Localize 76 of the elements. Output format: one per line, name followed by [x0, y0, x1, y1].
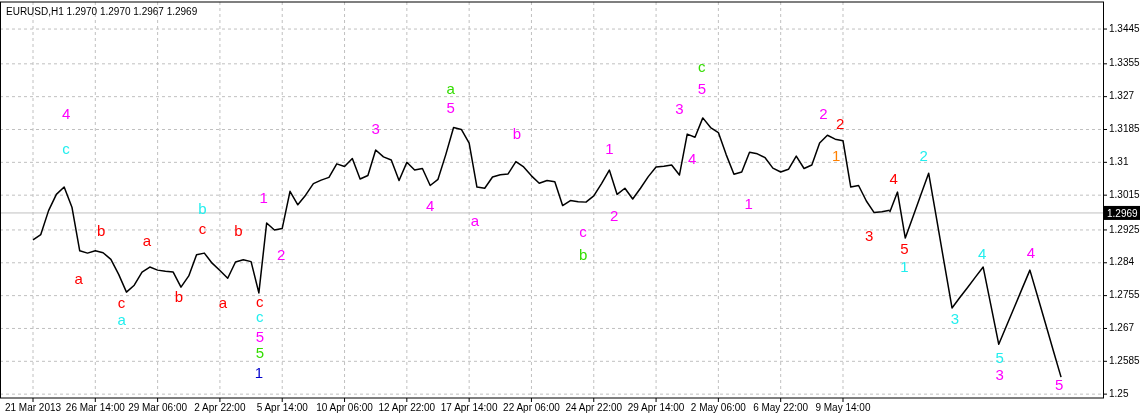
annotation: 4	[1026, 243, 1036, 261]
chart-title: EURUSD,H1 1.2970 1.2970 1.2967 1.2969	[6, 6, 198, 17]
annotation: 5	[255, 327, 265, 345]
annotation: c	[117, 293, 126, 311]
annotation: a	[218, 293, 228, 311]
x-tick-label: 6 May 22:00	[753, 402, 809, 413]
y-tick-label: 1.2755	[1109, 289, 1141, 301]
x-tick-label: 9 May 14:00	[815, 402, 871, 413]
x-tick-label: 29 Apr 14:00	[627, 402, 685, 413]
y-tick-label: 1.2585	[1109, 354, 1141, 366]
y-tick-label: 1.31	[1109, 155, 1129, 167]
annotation: 2	[610, 206, 619, 224]
annotation: 5	[995, 348, 1004, 366]
x-tick-label: 29 Mar 06:00	[128, 402, 188, 413]
annotation: 3	[675, 99, 684, 117]
y-tick-label: 1.284	[1109, 256, 1135, 268]
annotation: 3	[371, 119, 380, 137]
y-tick-label: 1.2925	[1109, 223, 1141, 235]
annotation: b	[96, 221, 106, 239]
y-tick-label: 1.267	[1109, 322, 1135, 334]
x-tick-label: 22 Apr 06:00	[503, 402, 561, 413]
annotation: 5	[1054, 375, 1064, 393]
annotation: 1	[832, 146, 841, 164]
annotation: c	[579, 222, 588, 240]
annotation: a	[470, 211, 480, 229]
annotation: c	[198, 219, 207, 237]
x-tick-label: 21 Mar 2013	[4, 402, 62, 413]
y-tick-label: 1.3015	[1109, 188, 1141, 200]
annotation: 2	[919, 146, 928, 164]
annotation: c	[256, 292, 265, 310]
annotation: 1	[900, 257, 909, 275]
x-tick-label: 26 Mar 14:00	[65, 402, 126, 413]
annotation: a	[117, 310, 127, 328]
annotation: 3	[995, 365, 1004, 383]
y-tick-label: 1.3445	[1109, 22, 1141, 34]
y-tick-label: 1.25	[1109, 387, 1129, 399]
annotation: 3	[950, 309, 960, 327]
annotation: 4	[61, 104, 71, 122]
annotation: 1	[744, 194, 753, 212]
annotation: 1	[254, 363, 264, 381]
x-tick-label: 12 Apr 22:00	[378, 402, 436, 413]
annotation: 5	[255, 343, 265, 361]
x-tick-label: 5 Apr 14:00	[256, 402, 309, 413]
y-tick-label: 1.3185	[1109, 123, 1141, 135]
annotation: 3	[865, 226, 874, 244]
annotation: 5	[900, 239, 909, 257]
annotation: 5	[446, 98, 455, 116]
annotation: 2	[277, 245, 286, 263]
annotation: 4	[978, 244, 987, 262]
annotation: 4	[687, 149, 697, 167]
annotation: a	[74, 269, 84, 287]
annotation: b	[512, 124, 522, 142]
annotation: 1	[605, 139, 614, 157]
annotation: 5	[697, 79, 706, 97]
annotation: c	[62, 139, 71, 157]
annotation: 2	[819, 104, 828, 122]
x-tick-label: 10 Apr 06:00	[316, 402, 374, 413]
annotation: 2	[835, 114, 845, 132]
annotation: b	[198, 199, 207, 217]
annotation: b	[234, 221, 243, 239]
ref-line-label: 1.2969	[1107, 207, 1139, 219]
annotation: c	[698, 57, 707, 75]
annotation: 4	[426, 196, 435, 214]
annotation: c	[256, 307, 265, 325]
x-tick-label: 2 May 06:00	[690, 402, 747, 413]
annotation: a	[142, 231, 152, 249]
annotation: 4	[889, 169, 898, 187]
y-tick-label: 1.3355	[1109, 57, 1141, 69]
annotation: b	[578, 245, 588, 263]
annotation: b	[174, 287, 184, 305]
x-tick-label: 24 Apr 22:00	[565, 402, 623, 413]
x-tick-label: 17 Apr 14:00	[440, 402, 498, 413]
annotation: 1	[259, 188, 268, 206]
y-tick-label: 1.327	[1109, 90, 1135, 102]
annotation: a	[446, 79, 456, 97]
x-tick-label: 2 Apr 22:00	[194, 402, 246, 413]
